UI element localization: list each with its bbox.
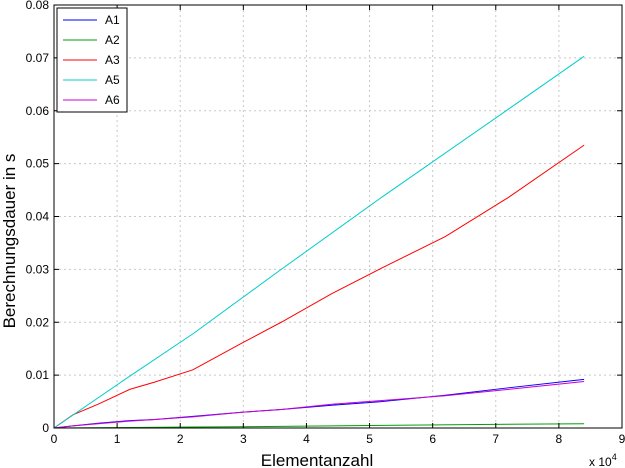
x-tick-label: 8 bbox=[556, 432, 563, 446]
y-tick-label: 0.03 bbox=[26, 262, 50, 276]
x-exponent-base: x 10 bbox=[589, 455, 612, 468]
y-tick-label: 0.07 bbox=[26, 51, 50, 65]
x-tick-label: 5 bbox=[366, 432, 373, 446]
x-axis-label: Elementanzahl bbox=[261, 451, 373, 468]
y-tick-labels: 0 0.01 0.02 0.03 0.04 0.05 0.06 0.07 0.08 bbox=[26, 0, 50, 435]
series-lines bbox=[53, 55, 585, 429]
y-tick-label: 0.06 bbox=[26, 104, 50, 118]
legend-label-a1: A1 bbox=[105, 13, 120, 27]
legend-label-a6: A6 bbox=[105, 93, 120, 107]
legend-label-a3: A3 bbox=[105, 53, 120, 67]
y-tick-label: 0 bbox=[42, 421, 49, 435]
x-tick-label: 2 bbox=[177, 432, 184, 446]
y-axis-label: Berechnungsdauer in s bbox=[0, 154, 19, 329]
y-tick-label: 0.08 bbox=[26, 0, 50, 12]
legend-label-a5: A5 bbox=[105, 73, 120, 87]
y-tick-label: 0.01 bbox=[26, 368, 50, 382]
series-line-a6 bbox=[53, 380, 585, 429]
x-tick-label: 1 bbox=[114, 432, 121, 446]
series-line-a3 bbox=[53, 144, 585, 429]
y-tick-label: 0.05 bbox=[26, 157, 50, 171]
x-tick-label: 6 bbox=[429, 432, 436, 446]
series-line-a5 bbox=[53, 55, 585, 429]
legend: A1 A2 A3 A5 A6 bbox=[56, 7, 128, 113]
x-tick-label: 3 bbox=[240, 432, 247, 446]
x-exponent-power: 4 bbox=[612, 452, 617, 462]
legend-label-a2: A2 bbox=[105, 33, 120, 47]
series-line-a2 bbox=[53, 423, 585, 429]
x-tick-label: 9 bbox=[619, 432, 625, 446]
x-tick-label: 0 bbox=[51, 432, 58, 446]
y-tick-label: 0.04 bbox=[26, 210, 50, 224]
x-exponent-label: x 104 bbox=[589, 452, 617, 468]
x-tick-labels: 0 1 2 3 4 5 6 7 8 9 bbox=[51, 432, 625, 446]
y-tick-label: 0.02 bbox=[26, 315, 50, 329]
axis-ticks bbox=[53, 4, 623, 429]
x-tick-label: 4 bbox=[303, 432, 310, 446]
x-tick-label: 7 bbox=[492, 432, 499, 446]
